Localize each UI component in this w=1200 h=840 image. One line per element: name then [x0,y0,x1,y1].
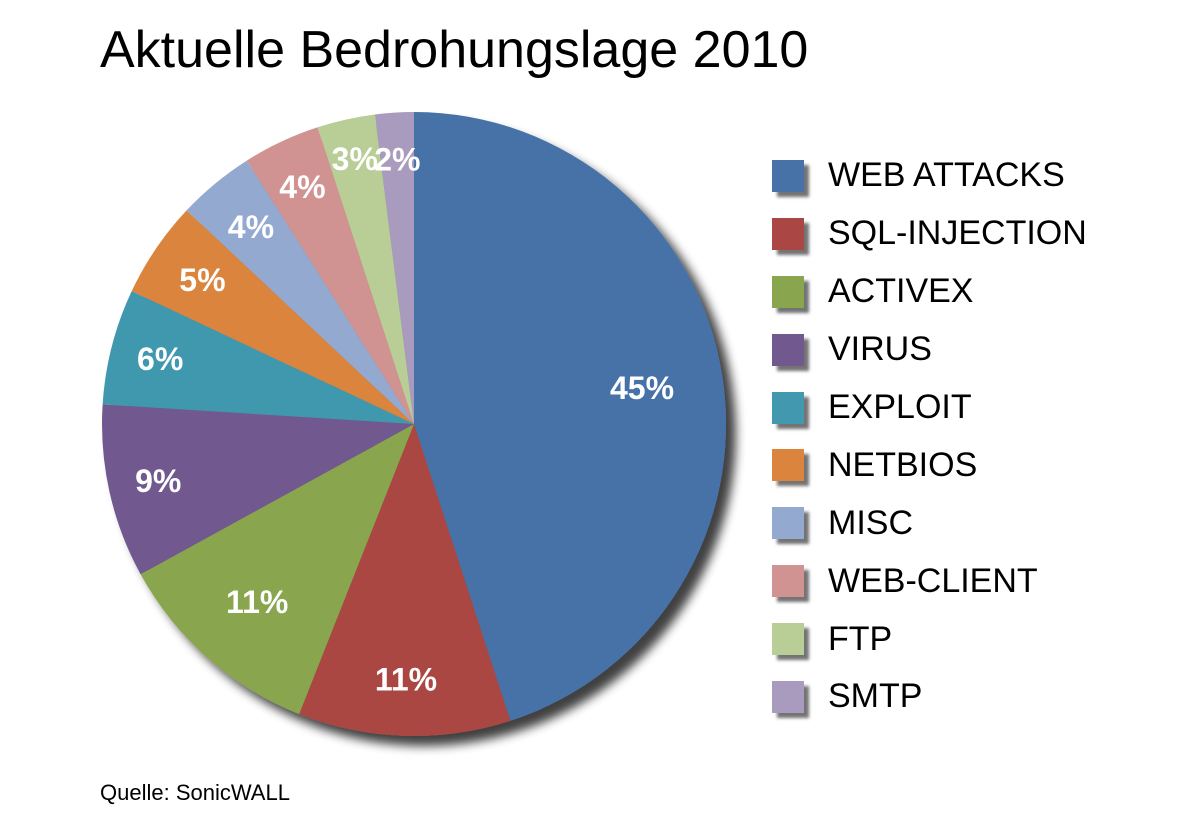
legend-item: MISC [772,494,1087,552]
legend-swatch [772,217,804,250]
legend-item: SQL-INJECTION [772,205,1087,263]
slice-label-ftp: 3% [332,141,378,177]
legend-label: NETBIOS [828,445,978,484]
legend-swatch [772,507,804,540]
legend-label: FTP [828,619,893,658]
slice-label-exploit: 6% [137,341,183,377]
slice-label-web-attacks: 45% [610,370,674,406]
legend-item: WEB-CLIENT [772,552,1087,610]
slice-label-netbios: 5% [179,262,225,298]
pie-slice-ftp [317,114,414,425]
legend-label: SQL-INJECTION [828,214,1087,253]
slice-label-virus: 9% [135,463,181,499]
pie-slice-exploit [102,291,414,424]
pie-slice-misc [186,160,414,424]
legend-item: ACTIVEX [772,263,1087,321]
slice-label-sql-injection: 11% [375,662,437,698]
pie-slice-web-attacks [414,112,727,721]
legend-swatch [772,275,804,308]
legend-item: WEB ATTACKS [772,147,1087,205]
legend-item: FTP [772,610,1087,668]
legend-label: VIRUS [828,330,932,369]
legend-swatch [772,391,804,424]
slice-label-misc: 4% [228,209,274,245]
pie-slice-virus [102,404,415,575]
pie-slice-web-client [246,127,414,424]
pie-slice-smtp [374,112,414,424]
source-note: Quelle: SonicWALL [100,780,290,805]
legend: WEB ATTACKS SQL-INJECTION ACTIVEX VIRUS EXPL… [772,147,1087,726]
slice-label-smtp: 2% [374,141,420,177]
chart-title: Aktuelle Bedrohungslage 2010 [100,21,809,79]
slice-label-activex: 11% [226,584,288,620]
pie-slices [102,112,727,736]
legend-item: VIRUS [772,321,1087,379]
legend-swatch [772,565,804,598]
legend-label: ACTIVEX [828,272,974,311]
pie-slice-netbios [131,210,414,424]
legend-label: WEB ATTACKS [828,156,1065,195]
legend-label: MISC [828,503,913,542]
legend-item: SMTP [772,668,1087,726]
pie-slice-sql-injection [299,424,511,736]
pie-labels: 45%11%11%9%6%5%4%4%3%2% [135,141,674,698]
legend-swatch [772,333,804,366]
legend-swatch [772,449,804,482]
legend-swatch [772,680,804,713]
pie-slice-activex [140,424,414,715]
legend-label: WEB-CLIENT [828,561,1038,600]
slice-label-web-client: 4% [279,169,325,205]
legend-swatch [772,623,804,656]
legend-item: EXPLOIT [772,379,1087,437]
legend-swatch [772,159,804,192]
legend-item: NETBIOS [772,436,1087,494]
legend-label: SMTP [828,677,923,716]
legend-label: EXPLOIT [828,388,972,426]
